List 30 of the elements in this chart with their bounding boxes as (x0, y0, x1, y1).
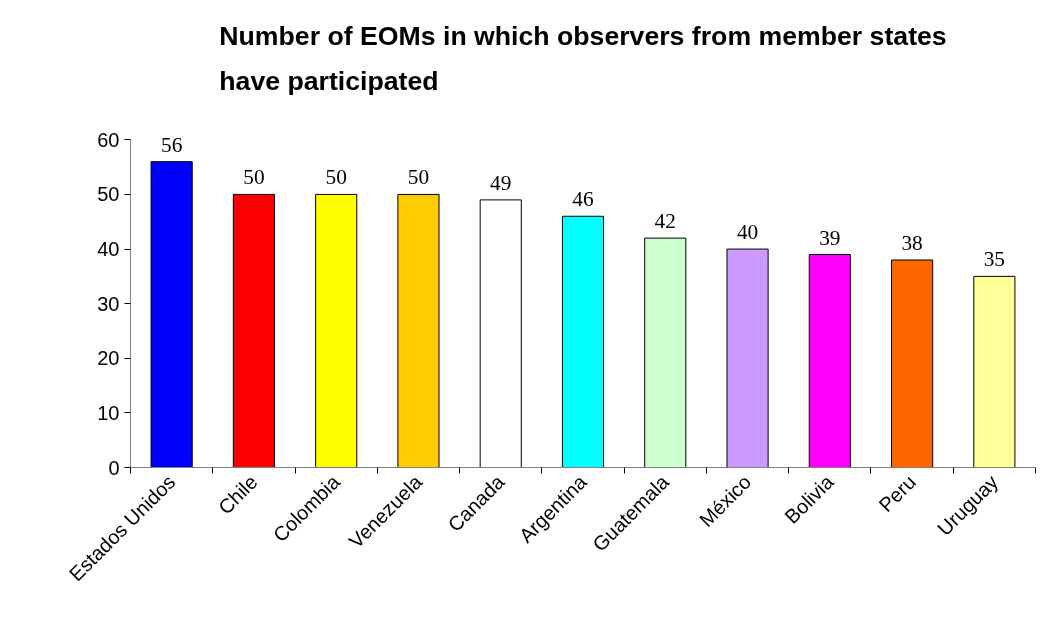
data-label: 50 (325, 165, 347, 190)
y-tick-label: 30 (97, 292, 120, 315)
bar (150, 161, 193, 468)
bar (808, 254, 851, 468)
bar (891, 259, 934, 468)
data-label: 42 (654, 209, 676, 234)
data-label: 50 (407, 165, 430, 190)
y-tick-label: 60 (97, 128, 120, 151)
y-tick-label: 0 (108, 456, 120, 479)
bar (479, 199, 522, 468)
data-label: 46 (572, 187, 594, 212)
data-label: 35 (983, 247, 1006, 272)
y-tick-label: 50 (97, 183, 120, 206)
bar (726, 248, 769, 468)
y-tick-label: 10 (97, 401, 120, 424)
data-label: 50 (243, 165, 265, 190)
bar (973, 275, 1016, 468)
bar (561, 215, 605, 468)
bar (397, 193, 440, 468)
chart-title: Number of EOMs in which observers from member states have participated (219, 20, 947, 96)
data-label: 38 (901, 230, 923, 255)
y-tick-label: 40 (97, 238, 120, 261)
bar (315, 193, 358, 468)
data-label: 49 (490, 170, 512, 195)
y-tick-label: 20 (97, 347, 120, 370)
data-label: 39 (819, 225, 841, 250)
data-label: 56 (160, 132, 183, 157)
data-label: 40 (736, 220, 759, 245)
bar (232, 193, 275, 468)
bar (644, 237, 687, 468)
